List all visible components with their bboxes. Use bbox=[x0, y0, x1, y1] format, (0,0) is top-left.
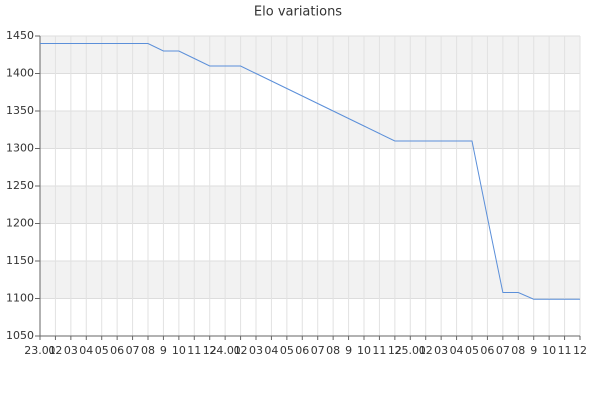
x-tick-label: 11 bbox=[558, 344, 572, 357]
line-series bbox=[40, 43, 580, 300]
x-tick-label: 07 bbox=[311, 344, 325, 357]
x-tick-label: 05 bbox=[280, 344, 294, 357]
x-tick-label: 03 bbox=[64, 344, 78, 357]
x-tick-label: 12 bbox=[203, 344, 217, 357]
y-tick-label: 1350 bbox=[6, 104, 34, 117]
x-tick-label: 12 bbox=[388, 344, 402, 357]
y-tick-label: 1050 bbox=[6, 329, 34, 342]
y-tick-label: 1100 bbox=[6, 292, 34, 305]
x-tick-label: 12 bbox=[573, 344, 587, 357]
x-tick-label: 23.01 bbox=[24, 344, 56, 357]
y-tick-label: 1450 bbox=[6, 29, 34, 42]
x-tick-label: 06 bbox=[295, 344, 309, 357]
grid-band bbox=[40, 261, 580, 299]
y-tick-label: 1150 bbox=[6, 254, 34, 267]
x-tick-label: 04 bbox=[79, 344, 93, 357]
x-tick-label: 9 bbox=[530, 344, 537, 357]
x-tick-label: 11 bbox=[372, 344, 386, 357]
x-tick-label: 02 bbox=[48, 344, 62, 357]
y-tick-label: 1200 bbox=[6, 217, 34, 230]
x-tick-label: 08 bbox=[141, 344, 155, 357]
x-tick-label: 05 bbox=[95, 344, 109, 357]
x-tick-label: 10 bbox=[172, 344, 186, 357]
x-tick-label: 04 bbox=[450, 344, 464, 357]
chart-title: Elo variations bbox=[254, 5, 342, 20]
y-tick-label: 1300 bbox=[6, 142, 34, 155]
x-tick-label: 9 bbox=[345, 344, 352, 357]
x-tick-label: 06 bbox=[480, 344, 494, 357]
x-tick-label: 08 bbox=[326, 344, 340, 357]
x-tick-label: 24.01 bbox=[209, 344, 241, 357]
grid-band bbox=[40, 36, 580, 74]
x-tick-label: 03 bbox=[434, 344, 448, 357]
x-tick-label: 02 bbox=[419, 344, 433, 357]
y-tick-label: 1400 bbox=[6, 67, 34, 80]
grid-band bbox=[40, 186, 580, 224]
x-tick-label: 07 bbox=[126, 344, 140, 357]
x-tick-label: 9 bbox=[160, 344, 167, 357]
x-tick-label: 25.01 bbox=[395, 344, 427, 357]
y-tick-label: 1250 bbox=[6, 179, 34, 192]
x-tick-label: 06 bbox=[110, 344, 124, 357]
x-tick-label: 10 bbox=[357, 344, 371, 357]
x-tick-label: 05 bbox=[465, 344, 479, 357]
grid-band bbox=[40, 111, 580, 149]
x-tick-label: 07 bbox=[496, 344, 510, 357]
x-tick-label: 11 bbox=[187, 344, 201, 357]
x-tick-label: 04 bbox=[264, 344, 278, 357]
x-tick-label: 08 bbox=[511, 344, 525, 357]
x-tick-label: 02 bbox=[234, 344, 248, 357]
x-tick-label: 03 bbox=[249, 344, 263, 357]
x-tick-label: 10 bbox=[542, 344, 556, 357]
